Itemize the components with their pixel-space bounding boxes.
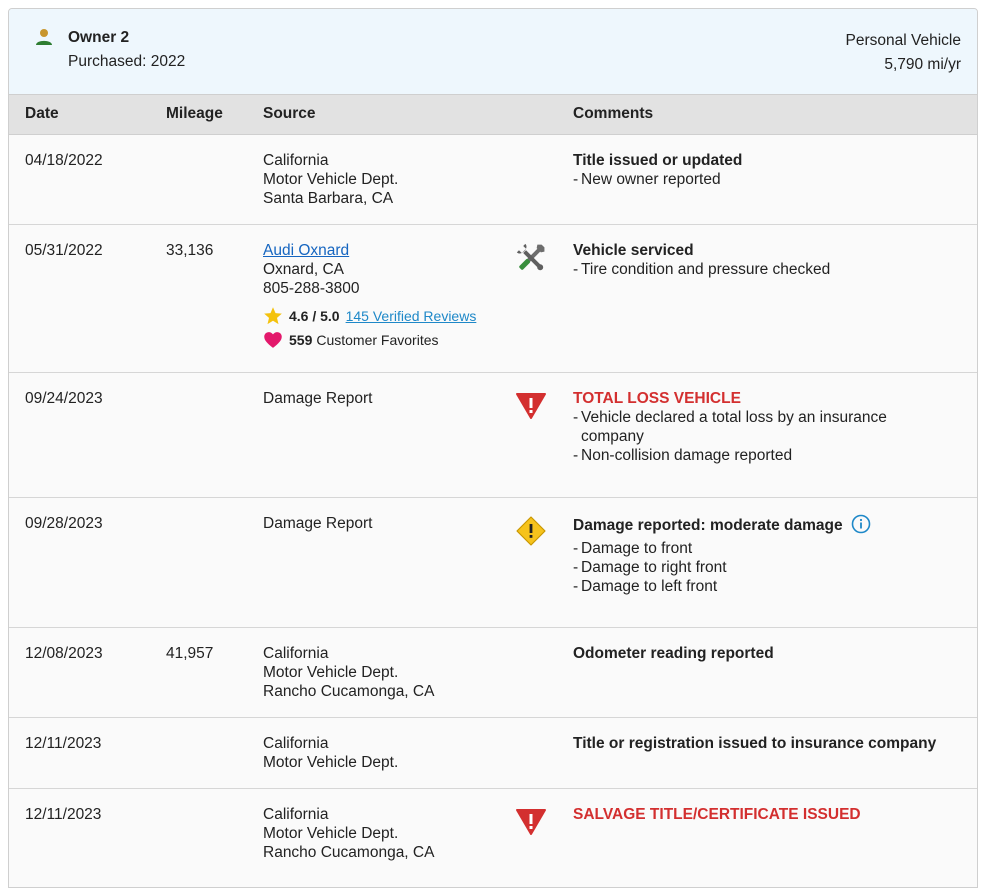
comment-bullet: New owner reported (573, 170, 973, 189)
comment-bullet-continuation: company (581, 428, 644, 445)
row-source: California Motor Vehicle Dept. Rancho Cu… (263, 805, 434, 862)
favorites-count: 559 (289, 331, 313, 348)
table-row: 04/18/2022 California Motor Vehicle Dept… (9, 135, 977, 225)
row-mileage: 33,136 (166, 242, 214, 259)
alert-triangle-icon (516, 809, 546, 835)
source-line: 805-288-3800 (263, 280, 360, 297)
owner-summary: Personal Vehicle 5,790 mi/yr (846, 29, 961, 77)
source-line: Damage Report (263, 390, 373, 407)
customer-favorites: 559 Customer Favorites (263, 330, 476, 350)
row-date: 12/11/2023 (25, 735, 102, 752)
comment-title: Vehicle serviced (573, 242, 694, 259)
table-row: 12/08/2023 41,957 California Motor Vehic… (9, 628, 977, 718)
dealer-rating: 4.6 / 5.0 145 Verified Reviews (263, 306, 476, 326)
source-line: Oxnard, CA (263, 261, 344, 278)
source-line: Santa Barbara, CA (263, 190, 394, 207)
table-row: 12/11/2023 California Motor Vehicle Dept… (9, 789, 977, 887)
comment-bullet: Vehicle declared a total loss by an insu… (573, 408, 973, 446)
source-line: California (263, 152, 329, 169)
source-line: Rancho Cucamonga, CA (263, 683, 435, 700)
comment-bullet-text: Vehicle declared a total loss by an insu… (581, 409, 887, 426)
row-comments: Title or registration issued to insuranc… (573, 734, 973, 753)
row-source: Damage Report (263, 389, 372, 408)
favorites-label: Customer Favorites (316, 331, 439, 348)
owner-name: Owner 2 (68, 29, 130, 46)
comment-bullet: Non-collision damage reported (573, 446, 973, 465)
comment-bullet: Tire condition and pressure checked (573, 260, 973, 279)
heart-icon (264, 332, 282, 348)
table-row: 09/28/2023 Damage Report Damage reported… (9, 498, 977, 628)
comment-title-text: Damage reported: moderate damage (573, 517, 843, 534)
comment-bullet: Damage to left front (573, 577, 973, 596)
comment-bullet: Damage to front (573, 539, 973, 558)
source-line: Motor Vehicle Dept. (263, 754, 399, 771)
row-comments: TOTAL LOSS VEHICLE Vehicle declared a to… (573, 389, 973, 465)
row-comments: Odometer reading reported (573, 644, 973, 663)
table-row: 09/24/2023 Damage Report TOTAL LOSS VEHI… (9, 373, 977, 498)
row-source: California Motor Vehicle Dept. Rancho Cu… (263, 644, 434, 701)
row-date: 05/31/2022 (25, 242, 103, 259)
column-header-comments: Comments (573, 105, 654, 122)
alert-triangle-icon (516, 393, 546, 419)
rating-value: 4.6 / 5.0 (289, 307, 340, 324)
source-line: Motor Vehicle Dept. (263, 664, 399, 681)
row-source: California Motor Vehicle Dept. (263, 734, 398, 772)
row-comments: Damage reported: moderate damage Damage … (573, 514, 973, 596)
comment-title: Title issued or updated (573, 152, 743, 169)
column-header-date: Date (25, 105, 59, 122)
vehicle-history-panel: Owner 2 Purchased: 2022 Personal Vehicle… (8, 8, 978, 888)
table-row: 12/11/2023 California Motor Vehicle Dept… (9, 718, 977, 789)
column-header-row: Date Mileage Source Comments (9, 95, 977, 135)
row-comments: Title issued or updated New owner report… (573, 151, 973, 189)
star-icon (264, 307, 282, 325)
info-icon[interactable] (851, 514, 871, 534)
source-line: Damage Report (263, 515, 373, 532)
source-line: Rancho Cucamonga, CA (263, 844, 435, 861)
row-date: 09/24/2023 (25, 390, 103, 407)
comment-title: Odometer reading reported (573, 645, 774, 662)
comment-title: Title or registration issued to insuranc… (573, 735, 937, 752)
owner-header: Owner 2 Purchased: 2022 Personal Vehicle… (9, 9, 977, 95)
person-icon (36, 29, 52, 45)
row-comments: Vehicle serviced Tire condition and pres… (573, 241, 973, 279)
source-line: California (263, 645, 329, 662)
row-date: 09/28/2023 (25, 515, 103, 532)
column-header-source: Source (263, 105, 316, 122)
row-date: 12/11/2023 (25, 806, 102, 823)
source-line: California (263, 735, 329, 752)
source-line: Motor Vehicle Dept. (263, 171, 399, 188)
warning-diamond-icon (516, 516, 546, 546)
table-row: 05/31/2022 33,136 Audi Oxnard Oxnard, CA… (9, 225, 977, 373)
row-date: 12/08/2023 (25, 645, 103, 662)
row-source: Audi Oxnard Oxnard, CA 805-288-3800 4.6 … (263, 241, 476, 350)
comment-bullet: Damage to right front (573, 558, 973, 577)
comment-title: Damage reported: moderate damage (573, 514, 973, 535)
row-date: 04/18/2022 (25, 152, 103, 169)
reviews-link[interactable]: 145 Verified Reviews (345, 307, 477, 324)
row-source: California Motor Vehicle Dept. Santa Bar… (263, 151, 398, 208)
comment-title: TOTAL LOSS VEHICLE (573, 390, 741, 407)
row-source: Damage Report (263, 514, 372, 533)
owner-purchased: Purchased: 2022 (68, 53, 186, 70)
source-line: Motor Vehicle Dept. (263, 825, 399, 842)
comment-title: SALVAGE TITLE/CERTIFICATE ISSUED (573, 806, 861, 823)
mileage-per-year: 5,790 mi/yr (884, 56, 961, 73)
row-comments: SALVAGE TITLE/CERTIFICATE ISSUED (573, 805, 973, 824)
dealer-link[interactable]: Audi Oxnard (263, 242, 350, 259)
column-header-mileage: Mileage (166, 105, 223, 122)
source-line: California (263, 806, 329, 823)
wrench-screwdriver-icon (516, 243, 545, 271)
row-mileage: 41,957 (166, 645, 214, 662)
vehicle-type: Personal Vehicle (845, 32, 961, 49)
